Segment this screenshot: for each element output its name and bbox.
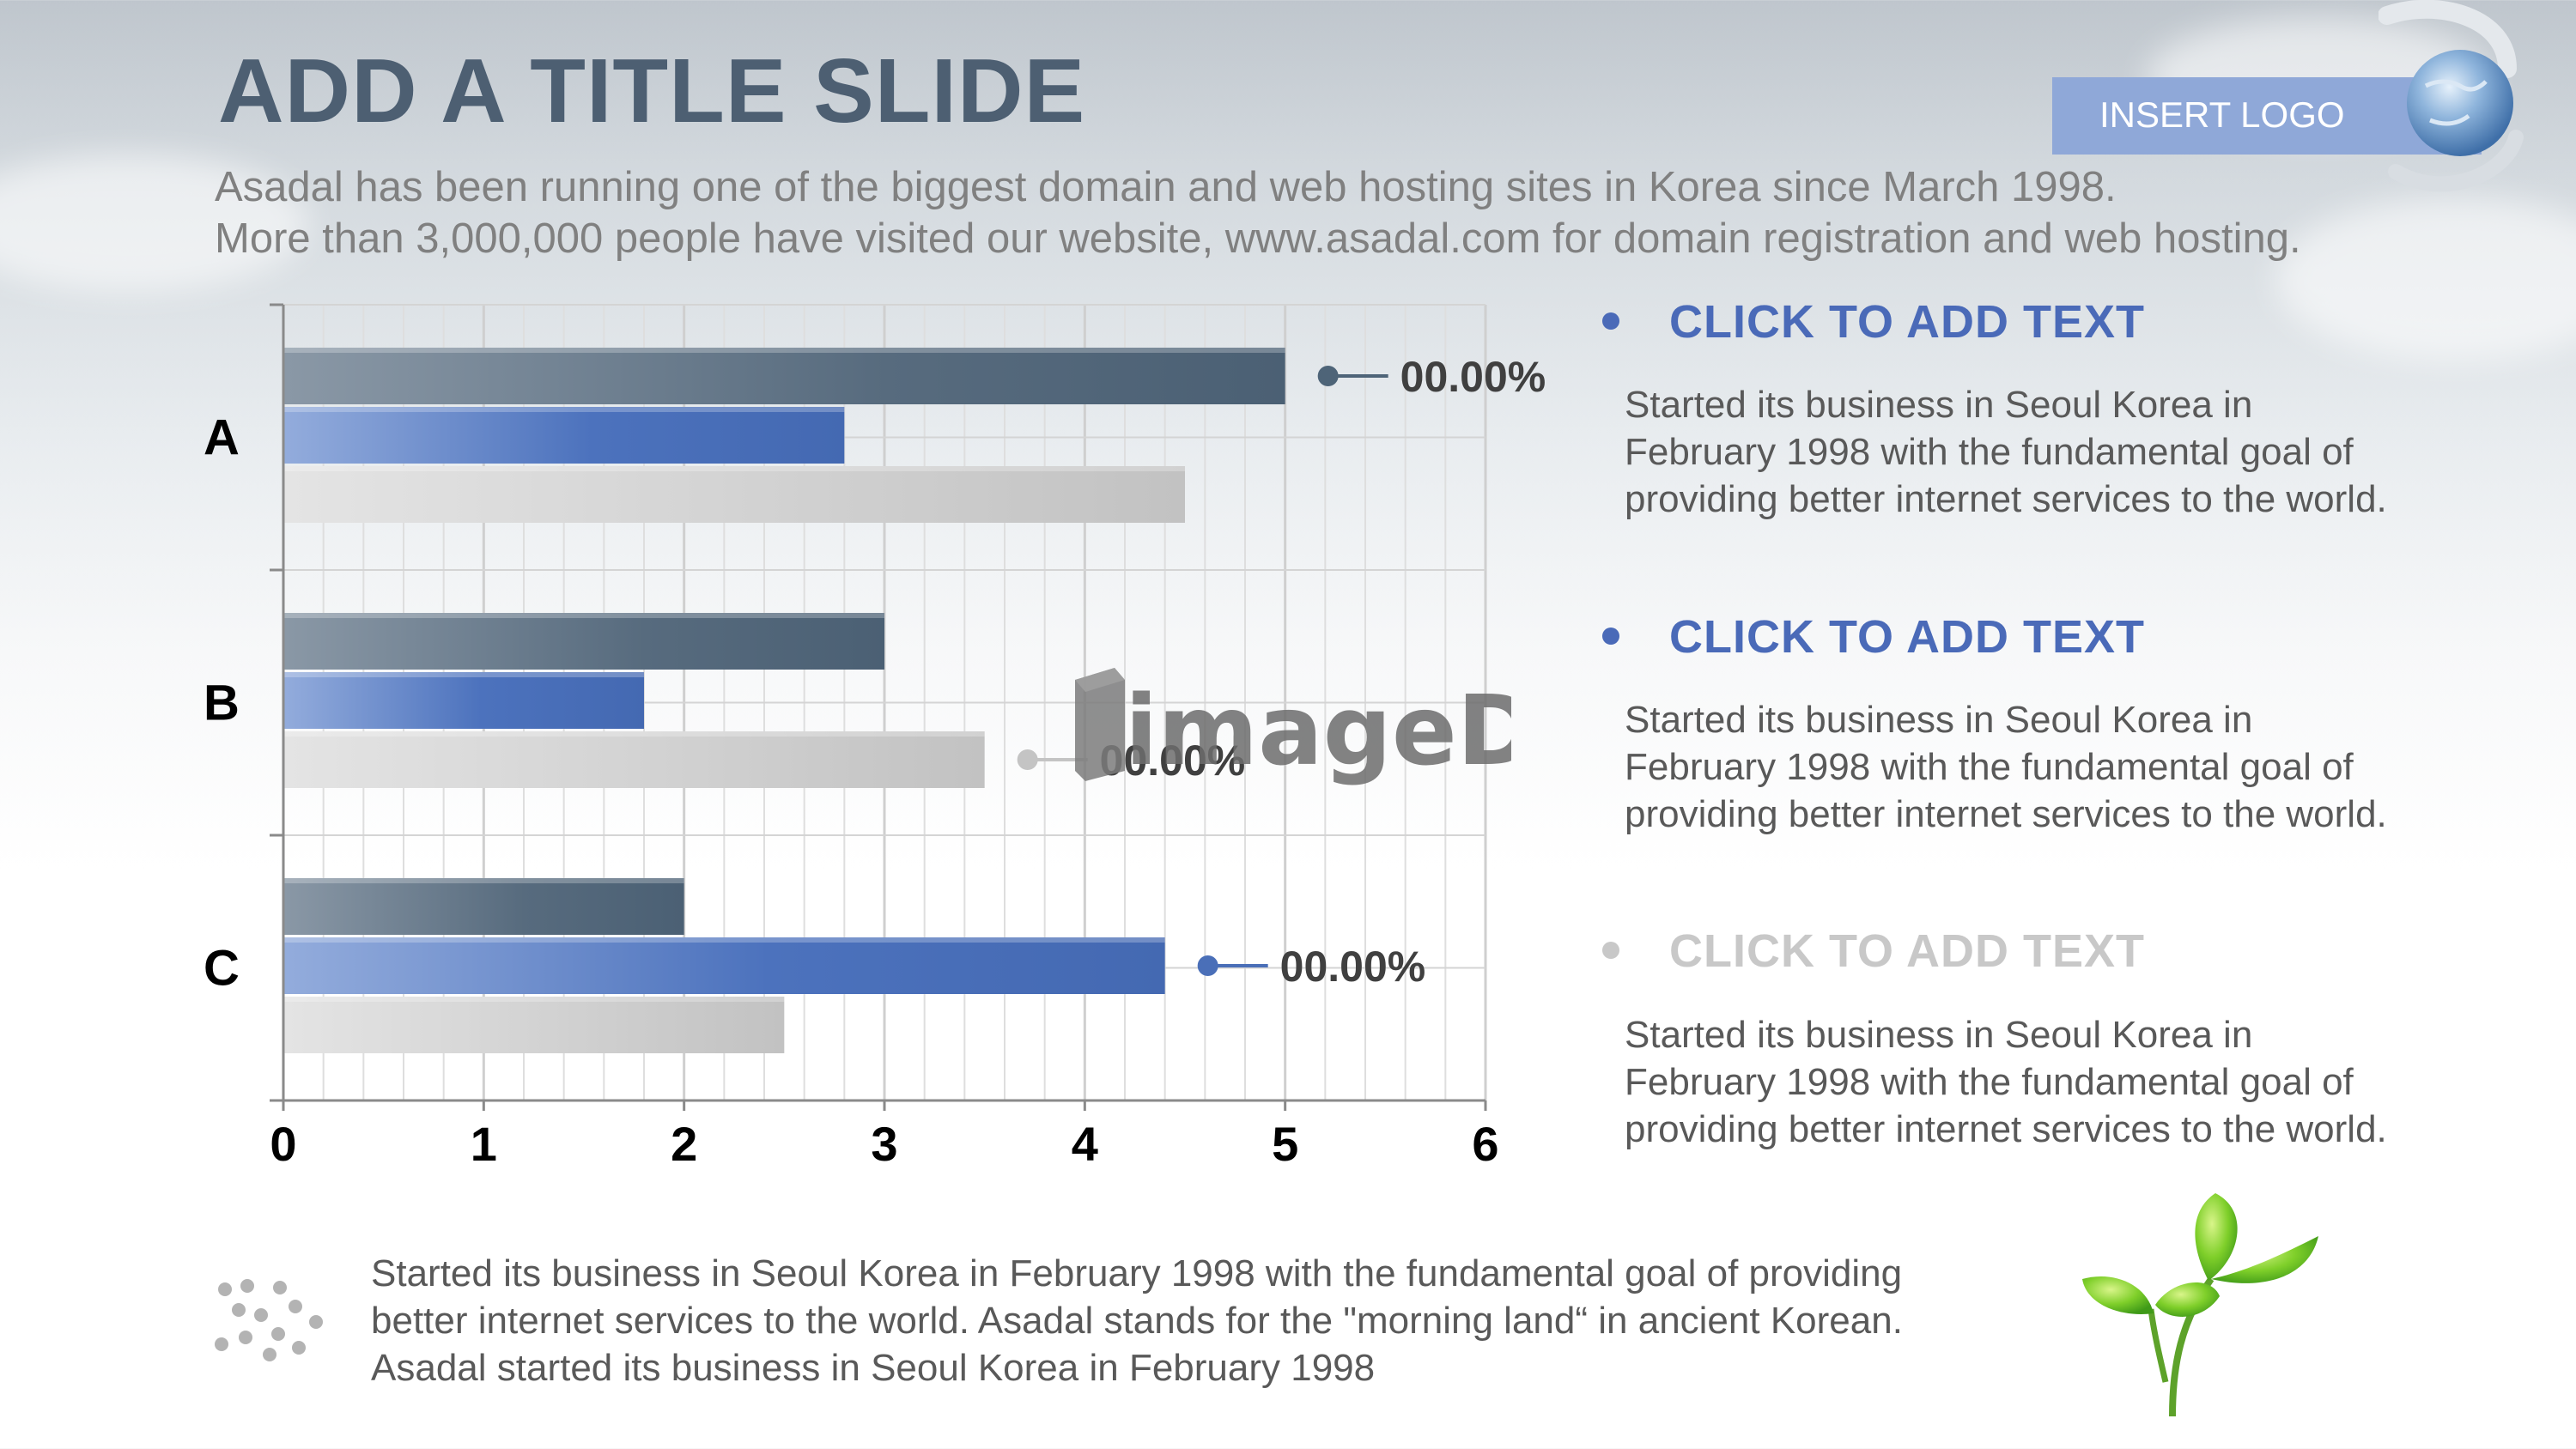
dots-icon bbox=[215, 1279, 323, 1361]
bar-B-3 bbox=[283, 731, 985, 788]
bar-highlight bbox=[283, 672, 644, 677]
bar-highlight bbox=[283, 937, 1165, 943]
x-tick-label: 0 bbox=[270, 1117, 296, 1171]
bar-highlight bbox=[283, 731, 985, 737]
bar-C-2 bbox=[283, 937, 1165, 994]
watermark-logo: imageDJ bbox=[1075, 668, 1511, 787]
x-tick-label: 4 bbox=[1072, 1117, 1098, 1171]
cloud-right bbox=[2275, 197, 2576, 361]
footer-text[interactable]: Started its business in Seoul Korea in F… bbox=[371, 1252, 1903, 1389]
bullet-body-1[interactable]: Started its business in Seoul Korea in F… bbox=[1625, 384, 2387, 520]
bar-A-3 bbox=[283, 466, 1185, 523]
x-tick-label: 6 bbox=[1472, 1117, 1498, 1171]
bar-A-1 bbox=[283, 348, 1285, 404]
bar-highlight bbox=[283, 997, 785, 1002]
x-tick-label: 1 bbox=[471, 1117, 497, 1171]
bar-C-3 bbox=[283, 997, 785, 1053]
x-tick-label: 3 bbox=[871, 1117, 897, 1171]
slide-title: ADD A TITLE SLIDE bbox=[218, 40, 1086, 142]
bar-B-1 bbox=[283, 613, 884, 670]
bar-C-1 bbox=[283, 878, 684, 935]
category-label-B: B bbox=[204, 676, 240, 731]
annotation-label: 00.00% bbox=[1280, 943, 1426, 991]
globe-icon bbox=[2379, 0, 2524, 192]
chart-labels: 0 1 2 3 4 5 6 A B C bbox=[204, 410, 1499, 1172]
bar-B-2 bbox=[283, 672, 644, 729]
category-label-C: C bbox=[204, 941, 240, 997]
chart-axes bbox=[270, 303, 1487, 1111]
x-tick-label: 2 bbox=[671, 1117, 697, 1171]
bar-highlight bbox=[283, 348, 1285, 353]
logo-label: INSERT LOGO bbox=[2099, 94, 2345, 135]
chart-bars bbox=[283, 348, 1285, 1053]
sprout-icon bbox=[2082, 1193, 2318, 1417]
bar-highlight bbox=[283, 613, 884, 618]
bar-highlight bbox=[283, 466, 1185, 471]
bullet-heading-1[interactable]: CLICK TO ADD TEXT bbox=[1669, 296, 2145, 348]
bullet-body-3[interactable]: Started its business in Seoul Korea in F… bbox=[1625, 1014, 2387, 1150]
bullet-heading-2[interactable]: CLICK TO ADD TEXT bbox=[1669, 611, 2145, 663]
category-label-A: A bbox=[204, 410, 240, 466]
subtitle-line-2: More than 3,000,000 people have visited … bbox=[215, 215, 2301, 262]
bar-highlight bbox=[283, 407, 845, 412]
cloud-left bbox=[0, 155, 309, 292]
bar-highlight bbox=[283, 878, 684, 883]
bullet-dot-1 bbox=[1602, 312, 1619, 330]
x-tick-label: 5 bbox=[1272, 1117, 1298, 1171]
bullet-heading-3[interactable]: CLICK TO ADD TEXT bbox=[1669, 925, 2145, 977]
annotation-label: 00.00% bbox=[1400, 353, 1546, 401]
bullet-body-2[interactable]: Started its business in Seoul Korea in F… bbox=[1625, 699, 2387, 835]
subtitle-line-1: Asadal has been running one of the bigge… bbox=[215, 164, 2117, 210]
bullet-dot-3 bbox=[1602, 942, 1619, 959]
watermark-text: imageDJ bbox=[1125, 676, 1511, 787]
bar-A-2 bbox=[283, 407, 845, 464]
bullet-dot-2 bbox=[1602, 627, 1619, 645]
